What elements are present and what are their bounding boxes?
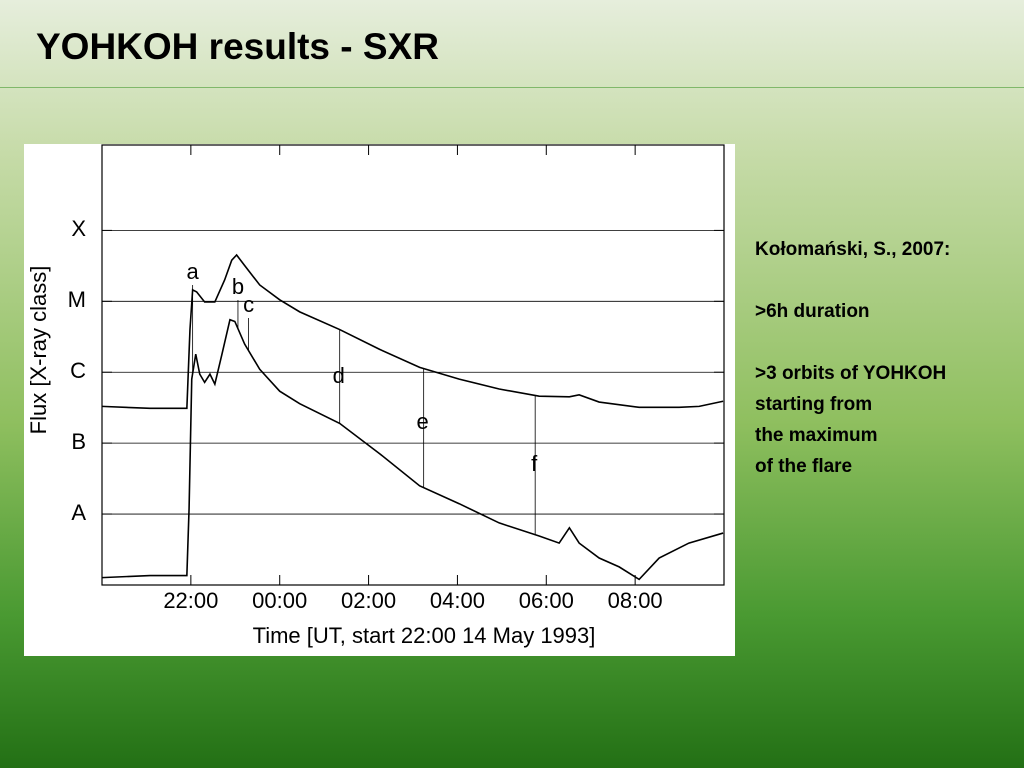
y-tick-label: C bbox=[70, 358, 86, 383]
x-tick-label: 08:00 bbox=[608, 588, 663, 613]
chart: Time [UT, start 22:00 14 May 1993] Flux … bbox=[24, 144, 735, 656]
note: >3 orbits of YOHKOH bbox=[755, 363, 947, 384]
note: of the flare bbox=[755, 456, 853, 477]
note: starting from bbox=[755, 394, 873, 415]
x-axis-label: Time [UT, start 22:00 14 May 1993] bbox=[253, 623, 596, 648]
notes: Kołomański, S., 2007: >6h duration >3 or… bbox=[755, 234, 950, 482]
title-rule bbox=[0, 87, 1024, 88]
note-gap bbox=[755, 327, 950, 358]
annotation-label: d bbox=[333, 363, 345, 388]
annotation-label: f bbox=[531, 451, 538, 476]
y-tick-label: X bbox=[71, 216, 86, 241]
annotation-label: c bbox=[243, 292, 254, 317]
note: Kołomański, S., 2007: bbox=[755, 239, 951, 260]
note-gap bbox=[755, 265, 950, 296]
slide-title: YOHKOH results - SXR bbox=[36, 26, 439, 67]
series-line bbox=[101, 253, 724, 410]
y-tick-label: B bbox=[71, 429, 86, 454]
annotation-label: a bbox=[187, 259, 200, 284]
x-tick-label: 06:00 bbox=[519, 588, 574, 613]
x-tick-label: 04:00 bbox=[430, 588, 485, 613]
annotation-label: e bbox=[417, 409, 429, 434]
y-tick-label: M bbox=[68, 287, 86, 312]
x-tick-label: 22:00 bbox=[163, 588, 218, 613]
plot-frame bbox=[101, 144, 725, 586]
annotation-label: b bbox=[232, 274, 244, 299]
note: the maximum bbox=[755, 425, 878, 446]
y-tick-label: A bbox=[71, 500, 86, 525]
y-axis-label: Flux [X-ray class] bbox=[26, 266, 51, 435]
note: >6h duration bbox=[755, 301, 870, 322]
x-tick-label: 02:00 bbox=[341, 588, 396, 613]
x-tick-label: 00:00 bbox=[252, 588, 307, 613]
series-line bbox=[101, 318, 724, 581]
